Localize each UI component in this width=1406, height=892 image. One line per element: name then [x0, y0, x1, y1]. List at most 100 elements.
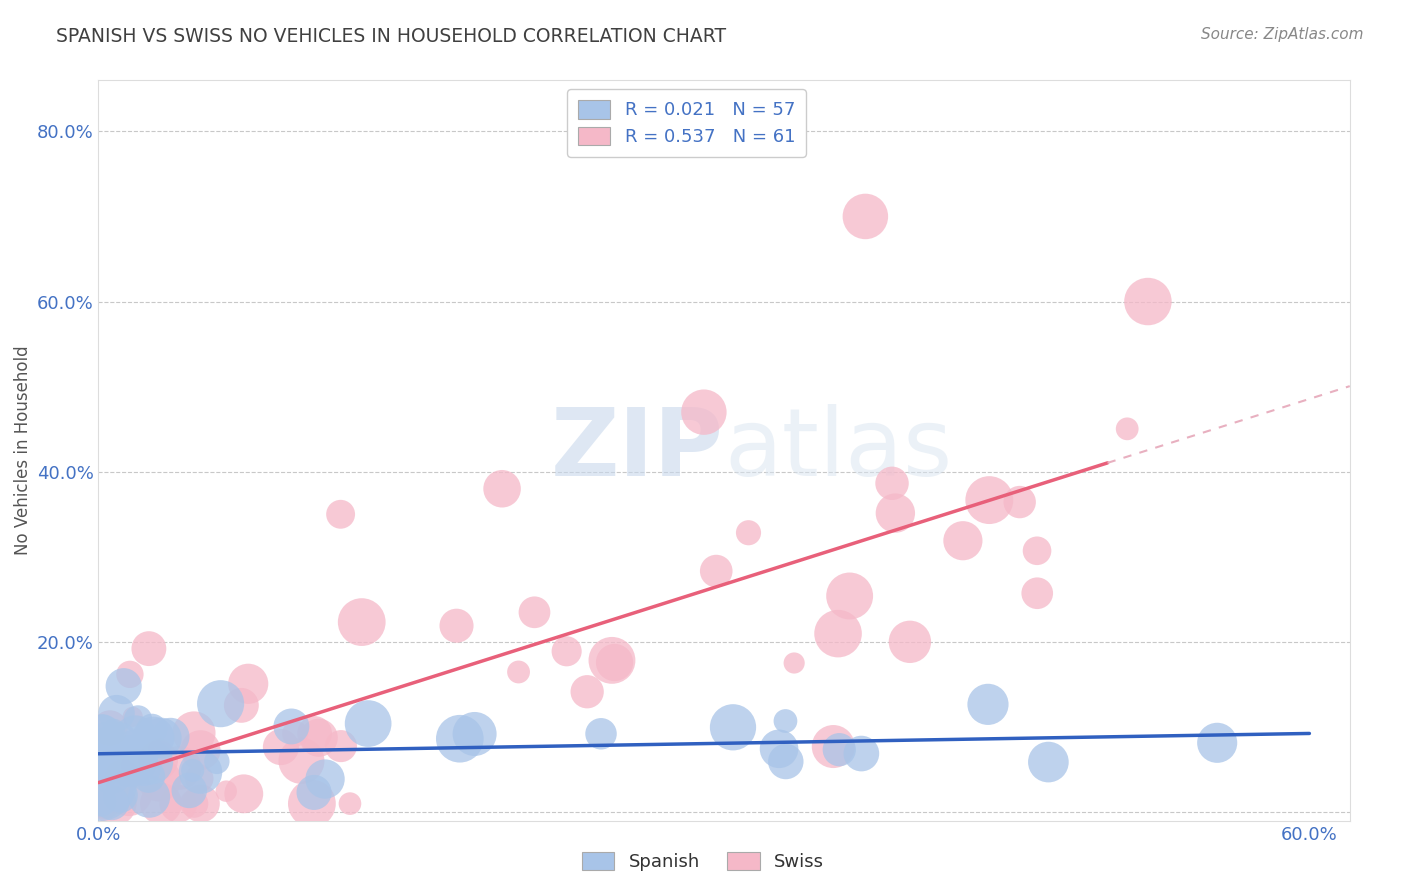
Point [190, 743, 212, 757]
Point [96, 732, 118, 747]
Point [491, 482, 513, 496]
Point [107, 797, 129, 811]
Point [209, 697, 232, 711]
Text: ZIP: ZIP [551, 404, 724, 497]
Point [329, 739, 352, 753]
Point [141, 722, 163, 736]
Point [108, 732, 131, 747]
Point [339, 797, 361, 811]
Point [142, 731, 165, 745]
Point [132, 763, 155, 777]
Point [94, 797, 117, 811]
Point [205, 755, 228, 769]
Point [127, 713, 149, 727]
Point [87, 776, 110, 790]
Point [138, 769, 160, 783]
Point [721, 720, 744, 734]
Point [775, 714, 797, 728]
Point [159, 730, 181, 744]
Point [1206, 736, 1229, 750]
Point [284, 727, 307, 741]
Point [979, 493, 1001, 508]
Point [884, 506, 907, 520]
Point [91, 723, 114, 738]
Point [576, 684, 599, 698]
Point [128, 752, 150, 766]
Point [183, 797, 205, 811]
Point [103, 797, 125, 811]
Text: atlas: atlas [724, 404, 952, 497]
Point [851, 747, 873, 761]
Point [190, 797, 212, 811]
Point [188, 772, 211, 786]
Point [124, 730, 146, 744]
Point [118, 786, 141, 800]
Point [977, 698, 1000, 712]
Point [304, 726, 326, 740]
Point [91, 739, 114, 753]
Legend: R = 0.021   N = 57, R = 0.537   N = 61: R = 0.021 N = 57, R = 0.537 N = 61 [567, 89, 806, 157]
Point [190, 765, 212, 780]
Point [120, 742, 142, 756]
Point [103, 723, 125, 737]
Point [118, 751, 141, 765]
Point [704, 564, 727, 578]
Point [589, 727, 612, 741]
Point [449, 731, 471, 746]
Point [179, 783, 201, 797]
Point [838, 589, 860, 603]
Point [105, 706, 128, 720]
Point [181, 764, 204, 778]
Point [827, 626, 849, 640]
Point [301, 797, 323, 811]
Point [603, 656, 626, 670]
Point [1008, 495, 1031, 509]
Point [183, 726, 205, 740]
Point [101, 796, 124, 810]
Point [302, 785, 325, 799]
Point [139, 756, 162, 770]
Point [1026, 586, 1049, 600]
Point [231, 698, 253, 713]
Point [96, 739, 118, 753]
Point [828, 742, 851, 756]
Point [357, 716, 380, 731]
Point [90, 795, 112, 809]
Point [1116, 422, 1139, 436]
Point [150, 731, 173, 746]
Point [121, 710, 143, 724]
Point [127, 758, 149, 772]
Point [98, 721, 121, 735]
Point [555, 644, 578, 658]
Point [290, 754, 312, 768]
Point [775, 755, 797, 769]
Point [149, 797, 172, 811]
Point [110, 789, 132, 803]
Y-axis label: No Vehicles in Household: No Vehicles in Household [14, 345, 32, 556]
Point [1136, 294, 1159, 309]
Point [111, 770, 134, 784]
Legend: Spanish, Swiss: Spanish, Swiss [575, 845, 831, 879]
Point [121, 737, 143, 751]
Point [100, 764, 122, 778]
Point [446, 618, 468, 632]
Point [308, 731, 330, 745]
Point [314, 772, 336, 786]
Point [112, 679, 135, 693]
Point [91, 729, 114, 743]
Point [96, 756, 118, 770]
Point [1038, 755, 1060, 769]
Point [146, 753, 169, 767]
Point [118, 761, 141, 775]
Point [215, 784, 238, 798]
Point [523, 605, 546, 619]
Point [898, 635, 921, 649]
Point [169, 761, 191, 775]
Point [125, 757, 148, 772]
Point [329, 508, 352, 522]
Point [600, 653, 623, 667]
Point [350, 615, 373, 629]
Text: SPANISH VS SWISS NO VEHICLES IN HOUSEHOLD CORRELATION CHART: SPANISH VS SWISS NO VEHICLES IN HOUSEHOL… [56, 27, 727, 45]
Point [853, 210, 876, 224]
Point [783, 656, 806, 670]
